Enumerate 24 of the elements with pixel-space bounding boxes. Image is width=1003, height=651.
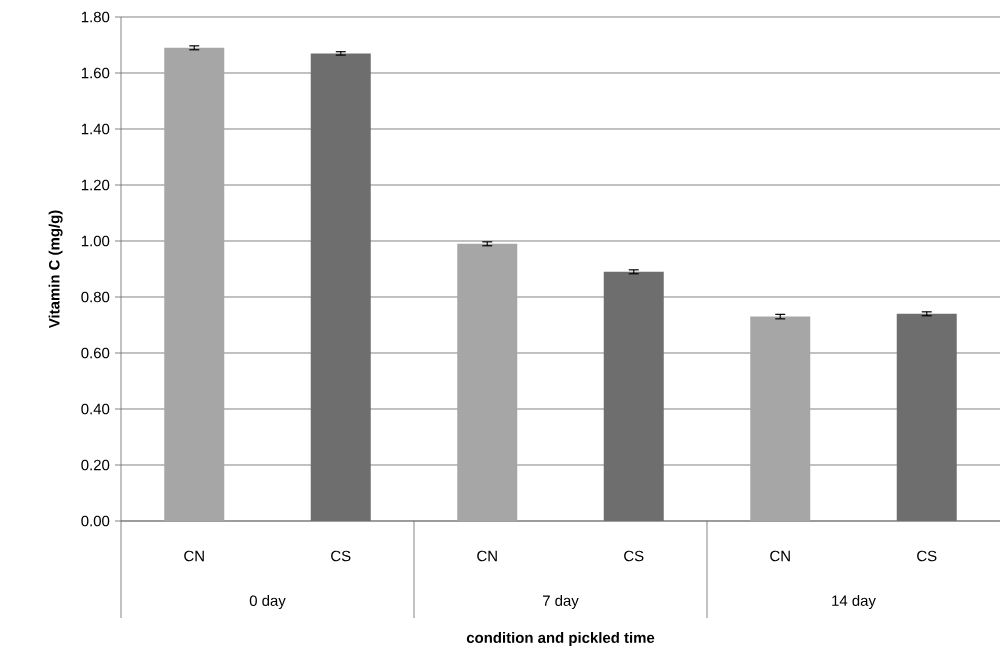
series-label: CN — [184, 550, 204, 562]
x-tick-label: 7 day — [542, 595, 579, 609]
y-tick-label: 1.20 — [81, 179, 110, 191]
series-label: CS — [331, 550, 351, 562]
text: CS — [624, 550, 644, 562]
x-tick-label: 14 day — [832, 595, 876, 609]
y-axis-title: Vitamin C (mg/g) — [48, 210, 63, 329]
text: CN — [477, 550, 497, 562]
text: CS — [917, 550, 937, 562]
text: CN — [770, 550, 790, 562]
x-tick-label: 0 day — [249, 595, 286, 609]
y-tick-label: 0.20 — [81, 459, 110, 471]
y-tick-label: 0.00 — [81, 515, 110, 527]
y-tick-label: 1.80 — [81, 11, 110, 23]
bar — [164, 47, 225, 522]
y-tick-label: 0.40 — [81, 403, 110, 415]
y-tick-label: 0.60 — [81, 347, 110, 359]
bar — [457, 243, 518, 522]
y-tick-label: 1.40 — [81, 123, 110, 135]
y-tick-label: 1.60 — [81, 67, 110, 79]
x-axis-title: condition and pickled time — [466, 632, 655, 646]
bar — [750, 316, 811, 522]
y-tick-label: 1.00 — [81, 235, 110, 247]
y-tick-label: 0.80 — [81, 291, 110, 303]
